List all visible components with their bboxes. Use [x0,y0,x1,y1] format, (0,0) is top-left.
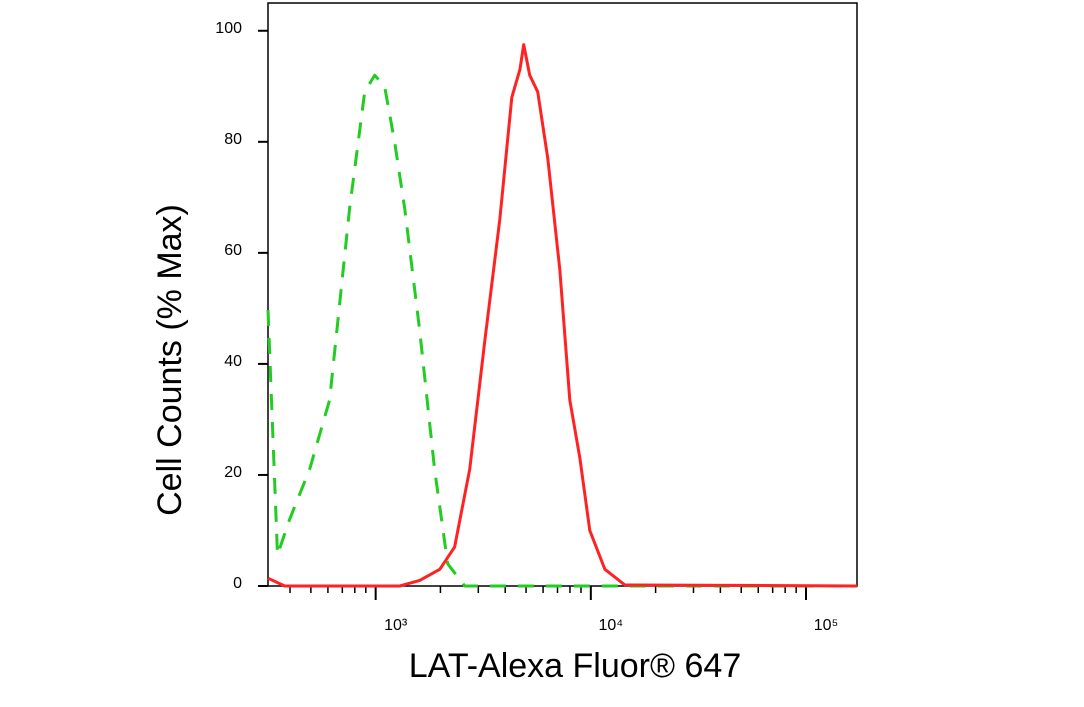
y-tick-label: 100 [215,20,242,37]
series-line [267,43,858,588]
x-tick-label: 10⁵ [814,617,838,634]
y-axis-title: Cell Counts (% Max) [151,204,189,516]
y-tick-label: 0 [233,575,242,592]
y-tick-label: 40 [224,353,242,370]
y-tick-label: 60 [224,242,242,259]
x-axis-title: LAT-Alexa Fluor® 647 [409,647,741,685]
y-tick-label: 80 [224,131,242,148]
x-tick-label: 10⁴ [598,617,623,634]
series-line [266,73,857,588]
x-tick-label: 10³ [384,617,408,634]
plot-frame [267,2,858,587]
y-tick-label: 20 [224,464,242,481]
